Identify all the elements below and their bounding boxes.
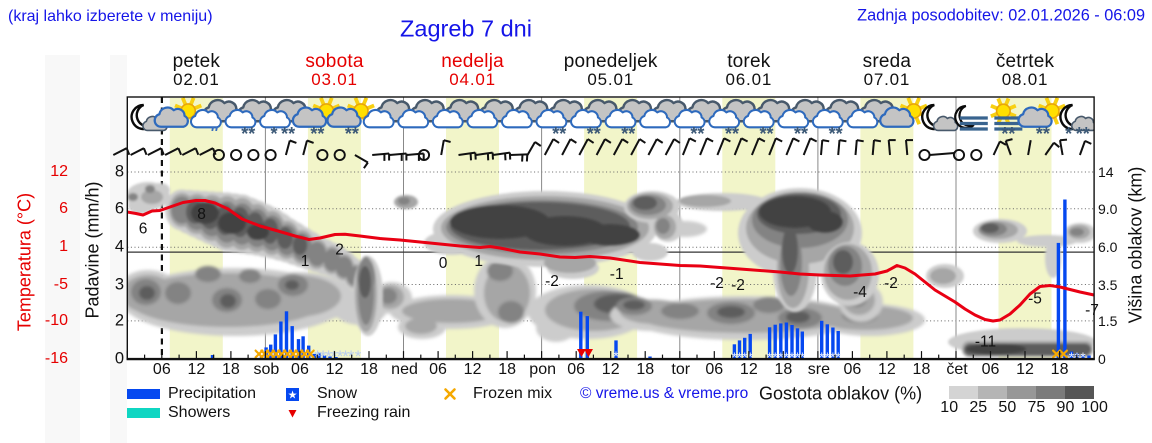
svg-text:*: * bbox=[613, 348, 619, 364]
svg-text:**: ** bbox=[552, 124, 566, 144]
svg-text:-2: -2 bbox=[884, 275, 898, 292]
svg-text:*: * bbox=[789, 349, 795, 365]
svg-text:*: * bbox=[1080, 349, 1086, 365]
svg-text:*: * bbox=[1069, 349, 1075, 365]
svg-text:**: ** bbox=[829, 124, 843, 144]
svg-text:*: * bbox=[800, 349, 806, 365]
svg-text:*: * bbox=[342, 347, 349, 366]
svg-text:8: 8 bbox=[197, 206, 206, 223]
svg-text:*: * bbox=[835, 349, 841, 365]
svg-text:1: 1 bbox=[301, 253, 310, 270]
svg-text:-2: -2 bbox=[545, 273, 559, 290]
svg-text:**: ** bbox=[587, 124, 601, 144]
svg-text:6: 6 bbox=[139, 221, 148, 238]
svg-text:*: * bbox=[830, 349, 836, 365]
svg-text:* **: * ** bbox=[1065, 124, 1090, 144]
svg-text:*: * bbox=[784, 349, 790, 365]
svg-text:*: * bbox=[732, 349, 738, 365]
svg-text:* **: * ** bbox=[270, 124, 295, 144]
svg-text:**: ** bbox=[725, 124, 739, 144]
svg-text:*: * bbox=[742, 349, 748, 365]
svg-text:**: ** bbox=[345, 124, 359, 144]
svg-text:*: * bbox=[737, 349, 743, 365]
svg-text:**: ** bbox=[621, 124, 635, 144]
svg-text:**: ** bbox=[310, 124, 324, 144]
svg-text:-11: -11 bbox=[975, 334, 996, 351]
svg-text:2: 2 bbox=[335, 242, 344, 259]
svg-text:**: ** bbox=[759, 124, 773, 144]
svg-text:-1: -1 bbox=[610, 266, 624, 283]
svg-text:'': '' bbox=[210, 125, 219, 142]
svg-text:-5: -5 bbox=[1028, 290, 1042, 307]
svg-text:*: * bbox=[337, 347, 344, 366]
svg-text:-7: -7 bbox=[1085, 302, 1099, 319]
svg-text:-2: -2 bbox=[710, 275, 724, 292]
svg-text:*: * bbox=[772, 349, 778, 365]
svg-text:1: 1 bbox=[474, 253, 483, 270]
svg-text:*: * bbox=[355, 347, 362, 366]
svg-text:*: * bbox=[819, 349, 825, 365]
svg-text:*: * bbox=[767, 349, 773, 365]
svg-text:★: ★ bbox=[288, 390, 298, 402]
svg-text:-2: -2 bbox=[731, 277, 745, 294]
svg-text:**: ** bbox=[690, 124, 704, 144]
svg-text:**: ** bbox=[794, 124, 808, 144]
svg-text:*: * bbox=[825, 349, 831, 365]
svg-text:*: * bbox=[795, 349, 801, 365]
svg-text:*: * bbox=[320, 347, 327, 366]
svg-text:**: ** bbox=[241, 124, 255, 144]
svg-text:**: ** bbox=[1036, 124, 1050, 144]
svg-text:-4: -4 bbox=[853, 284, 867, 301]
svg-text:*: * bbox=[325, 347, 332, 366]
svg-text:0: 0 bbox=[439, 255, 448, 272]
svg-text:*: * bbox=[778, 349, 784, 365]
svg-text:*: * bbox=[747, 349, 753, 365]
